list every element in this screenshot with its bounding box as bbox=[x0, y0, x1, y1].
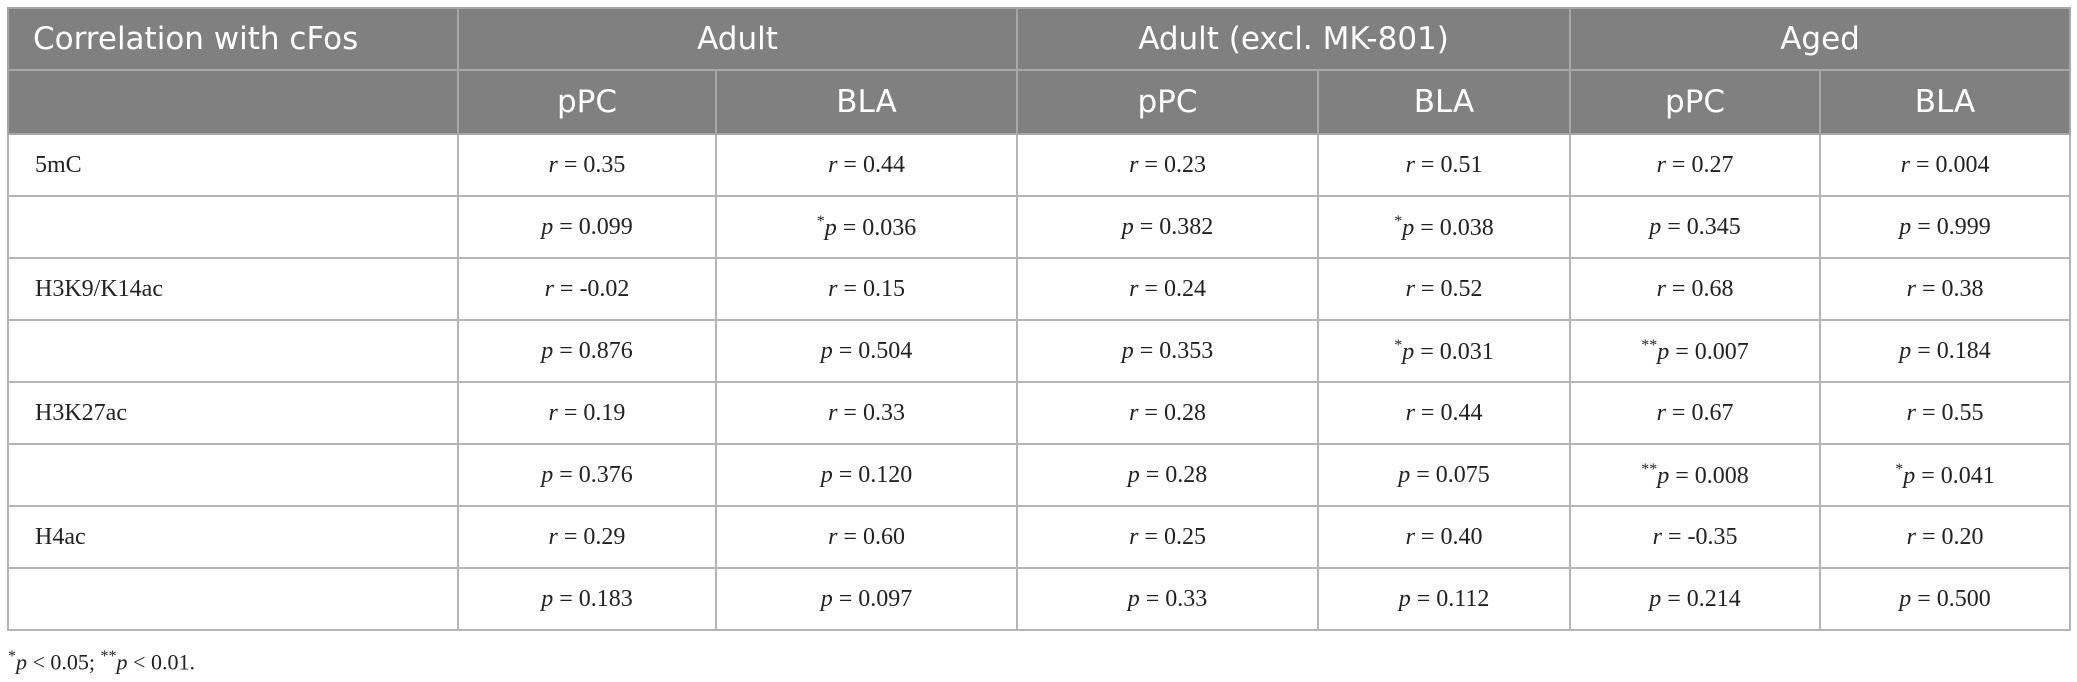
r-value: r = 0.25 bbox=[1016, 505, 1320, 569]
r-value: r = 0.24 bbox=[1016, 257, 1320, 321]
p-value: p = 0.876 bbox=[457, 319, 717, 383]
p-value: p = 0.33 bbox=[1016, 567, 1320, 631]
row-label: 5mC bbox=[7, 133, 459, 197]
p-value: p = 0.500 bbox=[1819, 567, 2072, 631]
r-value: r = -0.35 bbox=[1569, 505, 1822, 569]
corner-header: Correlation with cFos bbox=[7, 7, 459, 71]
p-value: p = 0.120 bbox=[714, 443, 1019, 507]
r-value: r = -0.02 bbox=[457, 257, 717, 321]
r-value: r = 0.51 bbox=[1317, 133, 1572, 197]
subheader: pPC bbox=[457, 69, 717, 135]
p-value: *p = 0.036 bbox=[714, 195, 1019, 259]
p-value: *p = 0.041 bbox=[1819, 443, 2072, 507]
p-value: p = 0.112 bbox=[1317, 567, 1572, 631]
p-row: p = 0.183 p = 0.097 p = 0.33 p = 0.112 p = 0… bbox=[7, 567, 2072, 631]
r-value: r = 0.52 bbox=[1317, 257, 1572, 321]
row-label: H3K27ac bbox=[7, 381, 459, 445]
r-value: r = 0.29 bbox=[457, 505, 717, 569]
p-value: p = 0.099 bbox=[457, 195, 717, 259]
r-value: r = 0.35 bbox=[457, 133, 717, 197]
blank-cell bbox=[7, 319, 459, 383]
r-row: H3K9/K14ac r = -0.02 r = 0.15 r = 0.24 r = 0… bbox=[7, 257, 2072, 321]
p-value: p = 0.183 bbox=[457, 567, 717, 631]
correlation-table: Correlation with cFos Adult Adult (excl. … bbox=[7, 7, 2072, 631]
subheader: pPC bbox=[1016, 69, 1320, 135]
table-body: 5mC r = 0.35 r = 0.44 r = 0.23 r = 0.51 r = 0… bbox=[7, 133, 2072, 631]
group-header: Adult (excl. MK-801) bbox=[1016, 7, 1572, 71]
p-value: p = 0.382 bbox=[1016, 195, 1320, 259]
r-value: r = 0.44 bbox=[714, 133, 1019, 197]
p-value: *p = 0.038 bbox=[1317, 195, 1572, 259]
p-value: **p = 0.007 bbox=[1569, 319, 1822, 383]
r-value: r = 0.67 bbox=[1569, 381, 1822, 445]
p-value: p = 0.999 bbox=[1819, 195, 2072, 259]
p-value: **p = 0.008 bbox=[1569, 443, 1822, 507]
p-row: p = 0.099 *p = 0.036 p = 0.382 *p = 0.038 p … bbox=[7, 195, 2072, 259]
group-header: Aged bbox=[1569, 7, 2072, 71]
p-value: p = 0.353 bbox=[1016, 319, 1320, 383]
p-value: p = 0.214 bbox=[1569, 567, 1822, 631]
blank-cell bbox=[7, 195, 459, 259]
footnote: *p < 0.05; **p < 0.01. bbox=[8, 648, 195, 675]
subheader: pPC bbox=[1569, 69, 1822, 135]
r-row: 5mC r = 0.35 r = 0.44 r = 0.23 r = 0.51 r = 0… bbox=[7, 133, 2072, 197]
p-value: p = 0.097 bbox=[714, 567, 1019, 631]
row-label: H3K9/K14ac bbox=[7, 257, 459, 321]
r-value: r = 0.68 bbox=[1569, 257, 1822, 321]
subheader: BLA bbox=[714, 69, 1019, 135]
p-value: p = 0.184 bbox=[1819, 319, 2072, 383]
r-value: r = 0.20 bbox=[1819, 505, 2072, 569]
blank-header bbox=[7, 69, 459, 135]
group-header: Adult bbox=[456, 7, 1019, 71]
r-value: r = 0.60 bbox=[714, 505, 1019, 569]
r-value: r = 0.004 bbox=[1819, 133, 2072, 197]
p-value: p = 0.28 bbox=[1016, 443, 1320, 507]
r-value: r = 0.27 bbox=[1569, 133, 1822, 197]
r-value: r = 0.28 bbox=[1016, 381, 1320, 445]
blank-cell bbox=[7, 443, 459, 507]
p-value: p = 0.376 bbox=[457, 443, 717, 507]
r-value: r = 0.33 bbox=[714, 381, 1019, 445]
blank-cell bbox=[7, 567, 459, 631]
r-value: r = 0.23 bbox=[1016, 133, 1320, 197]
p-value: p = 0.075 bbox=[1317, 443, 1572, 507]
subheader: BLA bbox=[1317, 69, 1572, 135]
p-value: p = 0.504 bbox=[714, 319, 1019, 383]
subheader-row: pPC BLA pPC BLA pPC BLA bbox=[7, 69, 2072, 135]
r-value: r = 0.38 bbox=[1819, 257, 2072, 321]
table-header: Correlation with cFos Adult Adult (excl. … bbox=[7, 7, 2072, 135]
r-value: r = 0.19 bbox=[457, 381, 717, 445]
r-value: r = 0.55 bbox=[1819, 381, 2072, 445]
p-row: p = 0.376 p = 0.120 p = 0.28 p = 0.075 **p =… bbox=[7, 443, 2072, 507]
r-value: r = 0.15 bbox=[714, 257, 1019, 321]
header-row: Correlation with cFos Adult Adult (excl. … bbox=[7, 7, 2072, 71]
p-value: p = 0.345 bbox=[1569, 195, 1822, 259]
r-value: r = 0.40 bbox=[1317, 505, 1572, 569]
row-label: H4ac bbox=[7, 505, 459, 569]
subheader: BLA bbox=[1819, 69, 2072, 135]
r-row: H3K27ac r = 0.19 r = 0.33 r = 0.28 r = 0.44 r… bbox=[7, 381, 2072, 445]
r-row: H4ac r = 0.29 r = 0.60 r = 0.25 r = 0.40 r = … bbox=[7, 505, 2072, 569]
p-value: *p = 0.031 bbox=[1317, 319, 1572, 383]
p-row: p = 0.876 p = 0.504 p = 0.353 *p = 0.031 **p… bbox=[7, 319, 2072, 383]
r-value: r = 0.44 bbox=[1317, 381, 1572, 445]
